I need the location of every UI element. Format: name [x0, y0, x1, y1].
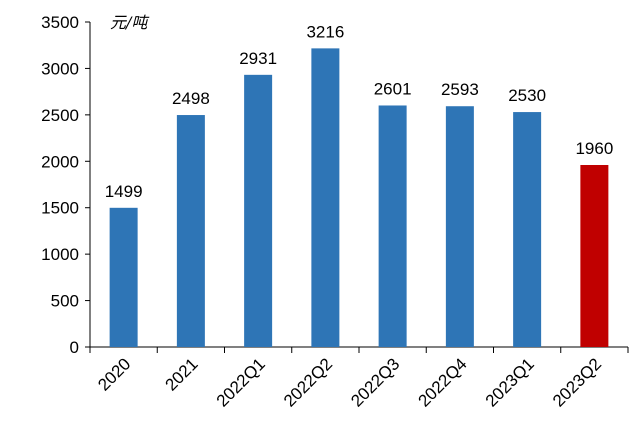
y-tick-label: 1500 [41, 199, 79, 218]
x-tick-label-2021: 2021 [162, 354, 202, 394]
data-label-2022Q4: 2593 [441, 80, 479, 99]
data-label-2022Q3: 2601 [374, 79, 412, 98]
data-label-2022Q1: 2931 [239, 49, 277, 68]
y-tick-label: 0 [70, 338, 79, 357]
bar-2023Q1 [513, 112, 542, 347]
bar-2020 [109, 207, 138, 347]
y-tick-label: 2000 [41, 152, 79, 171]
x-tick-label-2023Q2: 2023Q2 [549, 354, 605, 410]
y-tick-label: 2500 [41, 106, 79, 125]
x-tick-label-2023Q1: 2023Q1 [482, 354, 538, 410]
bar-2022Q1 [244, 74, 273, 347]
unit-label: 元/吨 [110, 13, 150, 32]
data-label-2021: 2498 [172, 89, 210, 108]
bars-group [109, 48, 609, 348]
x-tick-label-2020: 2020 [94, 354, 134, 394]
bar-2022Q3 [378, 105, 407, 347]
y-tick-label: 1000 [41, 245, 79, 264]
data-label-2023Q2: 1960 [575, 139, 613, 158]
x-axis: 2020 2021 2022Q1 2022Q2 2022Q3 2022Q4 2023Q1 20… [89, 346, 629, 411]
bar-2022Q2 [311, 48, 340, 347]
bar-2022Q4 [445, 106, 474, 347]
data-label-2023Q1: 2530 [508, 86, 546, 105]
y-tick-label: 3000 [41, 59, 79, 78]
x-tick-label-2022Q1: 2022Q1 [213, 354, 269, 410]
x-tick-label-2022Q2: 2022Q2 [280, 354, 336, 410]
data-label-2020: 1499 [105, 182, 143, 201]
y-axis: 0 500 1000 1500 2000 2500 3000 3500 [41, 13, 91, 357]
x-tick-label-2022Q3: 2022Q3 [347, 354, 403, 410]
y-tick-label: 3500 [41, 13, 79, 32]
y-tick-label: 500 [51, 292, 79, 311]
bar-2021 [176, 115, 205, 348]
bar-2023Q2 [580, 165, 609, 347]
data-label-2022Q2: 3216 [306, 22, 344, 41]
x-tick-label-2022Q4: 2022Q4 [414, 354, 470, 410]
bar-labels-group: 1499 2498 2931 3216 2601 2593 2530 1960 [105, 22, 614, 200]
